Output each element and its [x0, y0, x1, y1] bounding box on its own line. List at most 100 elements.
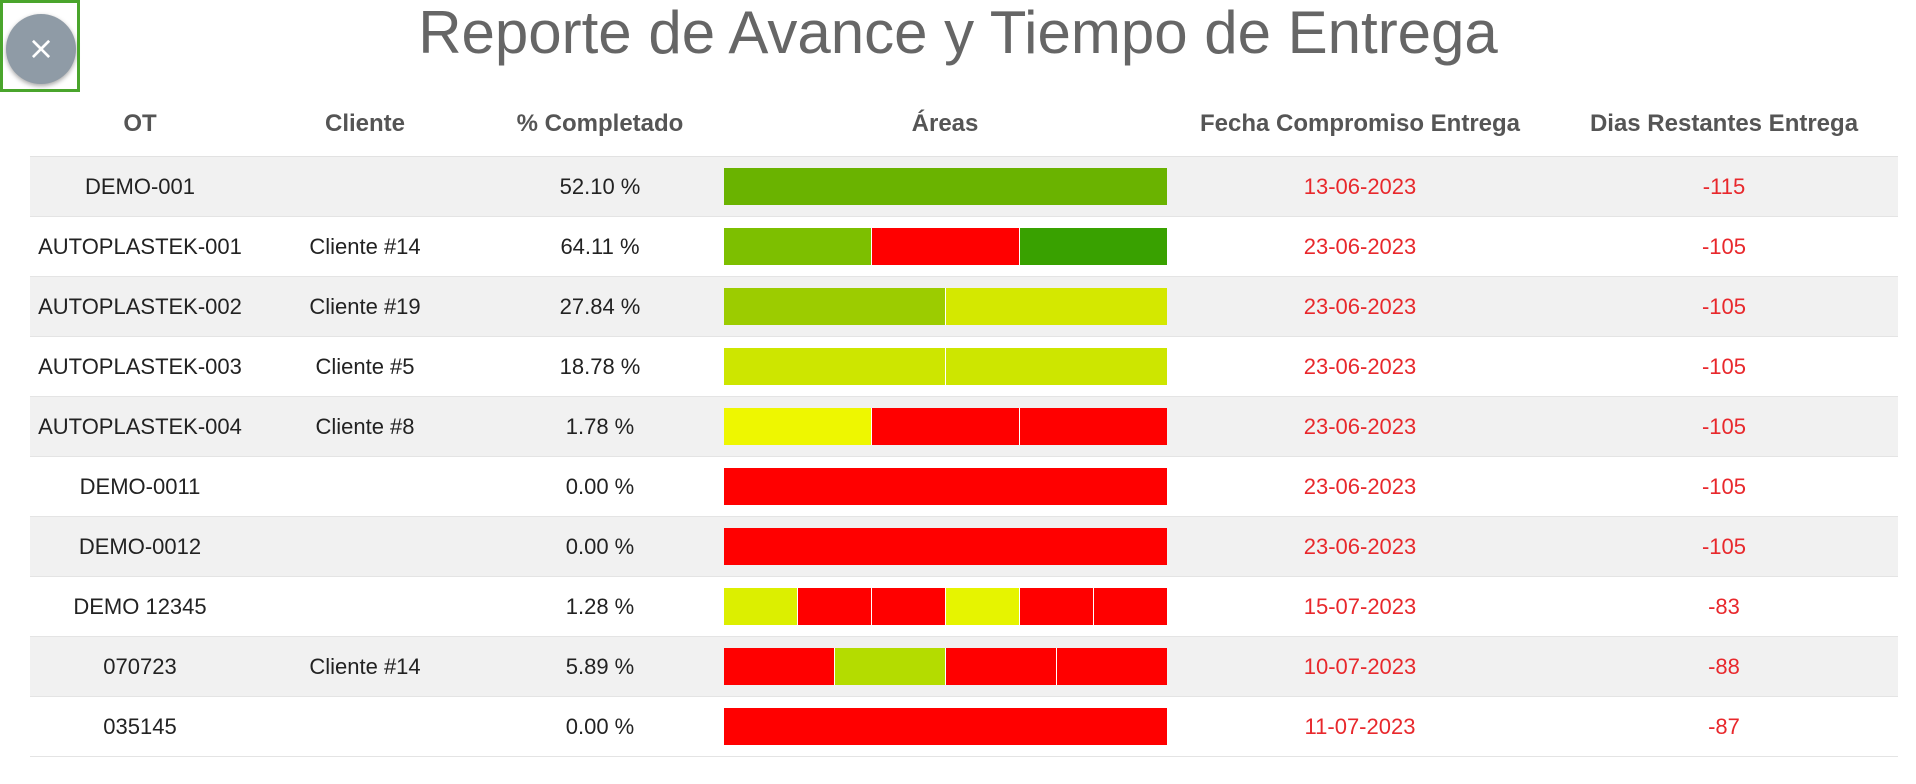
area-segment — [945, 588, 1020, 625]
area-segment — [871, 588, 946, 625]
cliente-cell — [250, 157, 480, 216]
completado-cell: 0.00 % — [565, 713, 635, 739]
ot-cell: 035145 — [103, 714, 177, 739]
ot-cell: AUTOPLASTEK-002 — [38, 294, 242, 319]
dias-restantes-cell: -87 — [1708, 713, 1740, 739]
close-icon: × — [27, 29, 55, 67]
area-segment — [723, 168, 1167, 205]
ot-cell: AUTOPLASTEK-003 — [38, 354, 242, 379]
fecha-compromiso-cell: 23-06-2023 — [1303, 293, 1417, 319]
areas-progress-bar — [723, 528, 1167, 565]
ot-cell: DEMO-001 — [84, 174, 196, 199]
areas-cell — [720, 517, 1170, 576]
dias-restantes-cell: -83 — [1708, 593, 1740, 619]
table-row: AUTOPLASTEK-003 Cliente #5 18.78 % 23-06-20… — [30, 337, 1898, 397]
dias-restantes-cell: -105 — [1701, 293, 1747, 319]
close-button[interactable]: × — [6, 14, 76, 84]
area-segment — [723, 288, 946, 325]
area-segment — [723, 468, 1167, 505]
completado-cell: 64.11 % — [560, 233, 640, 259]
area-segment — [723, 648, 835, 685]
cliente-cell: Cliente #8 — [315, 413, 415, 439]
dias-restantes-cell: -88 — [1708, 653, 1740, 679]
ot-cell: 070723 — [103, 654, 177, 679]
table-row: DEMO-0011 0.00 % 23-06-2023 -105 — [30, 457, 1898, 517]
dias-restantes-cell: -105 — [1701, 233, 1747, 259]
header-ot: OT — [123, 110, 157, 137]
area-segment — [945, 648, 1057, 685]
area-segment — [1019, 408, 1167, 445]
area-segment — [834, 648, 946, 685]
completado-cell: 52.10 % — [559, 173, 641, 199]
table-row: DEMO 12345 1.28 % 15-07-2023 -83 — [30, 577, 1898, 637]
dias-restantes-cell: -105 — [1701, 533, 1747, 559]
fecha-compromiso-cell: 23-06-2023 — [1303, 413, 1417, 439]
areas-cell — [720, 697, 1170, 756]
completado-cell: 27.84 % — [559, 293, 641, 319]
table-row: DEMO-0012 0.00 % 23-06-2023 -105 — [30, 517, 1898, 577]
areas-progress-bar — [723, 408, 1167, 445]
dias-restantes-cell: -115 — [1702, 173, 1746, 199]
area-segment — [1019, 228, 1167, 265]
areas-cell — [720, 397, 1170, 456]
areas-progress-bar — [723, 168, 1167, 205]
area-segment — [723, 528, 1167, 565]
cliente-cell: Cliente #5 — [315, 353, 415, 379]
dias-restantes-cell: -105 — [1701, 473, 1747, 499]
area-segment — [1056, 648, 1167, 685]
areas-cell — [720, 457, 1170, 516]
ot-cell: AUTOPLASTEK-001 — [38, 234, 242, 259]
table-header: OT Cliente % Completado Áreas Fecha Comp… — [30, 92, 1898, 157]
header-completado: % Completado — [516, 110, 684, 137]
areas-progress-bar — [723, 288, 1167, 325]
completado-cell: 0.00 % — [565, 533, 635, 559]
table-row: 035145 0.00 % 11-07-2023 -87 — [30, 697, 1898, 757]
header-cliente: Cliente — [324, 110, 405, 137]
areas-cell — [720, 157, 1170, 216]
areas-cell — [720, 337, 1170, 396]
area-segment — [723, 408, 872, 445]
area-segment — [797, 588, 872, 625]
areas-progress-bar — [723, 468, 1167, 505]
fecha-compromiso-cell: 11-07-2023 — [1304, 713, 1416, 739]
areas-progress-bar — [723, 228, 1167, 265]
table-row: DEMO-001 52.10 % 13-06-2023 -115 — [30, 157, 1898, 217]
fecha-compromiso-cell: 23-06-2023 — [1303, 233, 1417, 259]
fecha-compromiso-cell: 13-06-2023 — [1303, 173, 1417, 199]
table-row: 070723 Cliente #14 5.89 % 10-07-2023 -88 — [30, 637, 1898, 697]
ot-cell: DEMO 12345 — [73, 594, 207, 619]
area-segment — [871, 228, 1020, 265]
fecha-compromiso-cell: 23-06-2023 — [1303, 353, 1417, 379]
cliente-cell: Cliente #14 — [309, 653, 421, 679]
areas-cell — [720, 277, 1170, 336]
dias-restantes-cell: -105 — [1701, 413, 1747, 439]
cliente-cell: Cliente #14 — [309, 233, 421, 259]
completado-cell: 0.00 % — [565, 473, 635, 499]
areas-cell — [720, 577, 1170, 636]
completado-cell: 5.89 % — [565, 653, 635, 679]
areas-progress-bar — [723, 588, 1167, 625]
cliente-cell — [250, 517, 480, 576]
table-row: AUTOPLASTEK-001 Cliente #14 64.11 % 23-06-2… — [30, 217, 1898, 277]
completado-cell: 18.78 % — [559, 353, 641, 379]
dias-restantes-cell: -105 — [1701, 353, 1747, 379]
area-segment — [723, 348, 946, 385]
ot-cell: DEMO-0011 — [79, 474, 201, 499]
table-row: AUTOPLASTEK-004 Cliente #8 1.78 % 23-06-202… — [30, 397, 1898, 457]
area-segment — [871, 408, 1020, 445]
areas-progress-bar — [723, 648, 1167, 685]
ot-cell: AUTOPLASTEK-004 — [38, 414, 242, 439]
fecha-compromiso-cell: 23-06-2023 — [1303, 473, 1417, 499]
cliente-cell: Cliente #19 — [309, 293, 421, 319]
report-table: OT Cliente % Completado Áreas Fecha Comp… — [30, 92, 1898, 757]
ot-cell: DEMO-0012 — [78, 534, 202, 559]
area-segment — [945, 288, 1167, 325]
areas-cell — [720, 637, 1170, 696]
areas-cell — [720, 217, 1170, 276]
page-title: Reporte de Avance y Tiempo de Entrega — [418, 0, 1498, 66]
table-body: DEMO-001 52.10 % 13-06-2023 -115 AUTOPLASTEK… — [30, 157, 1898, 757]
area-segment — [723, 708, 1167, 745]
table-row: AUTOPLASTEK-002 Cliente #19 27.84 % 23-06-2… — [30, 277, 1898, 337]
areas-progress-bar — [723, 708, 1167, 745]
header-fecha-compromiso: Fecha Compromiso Entrega — [1199, 110, 1521, 137]
